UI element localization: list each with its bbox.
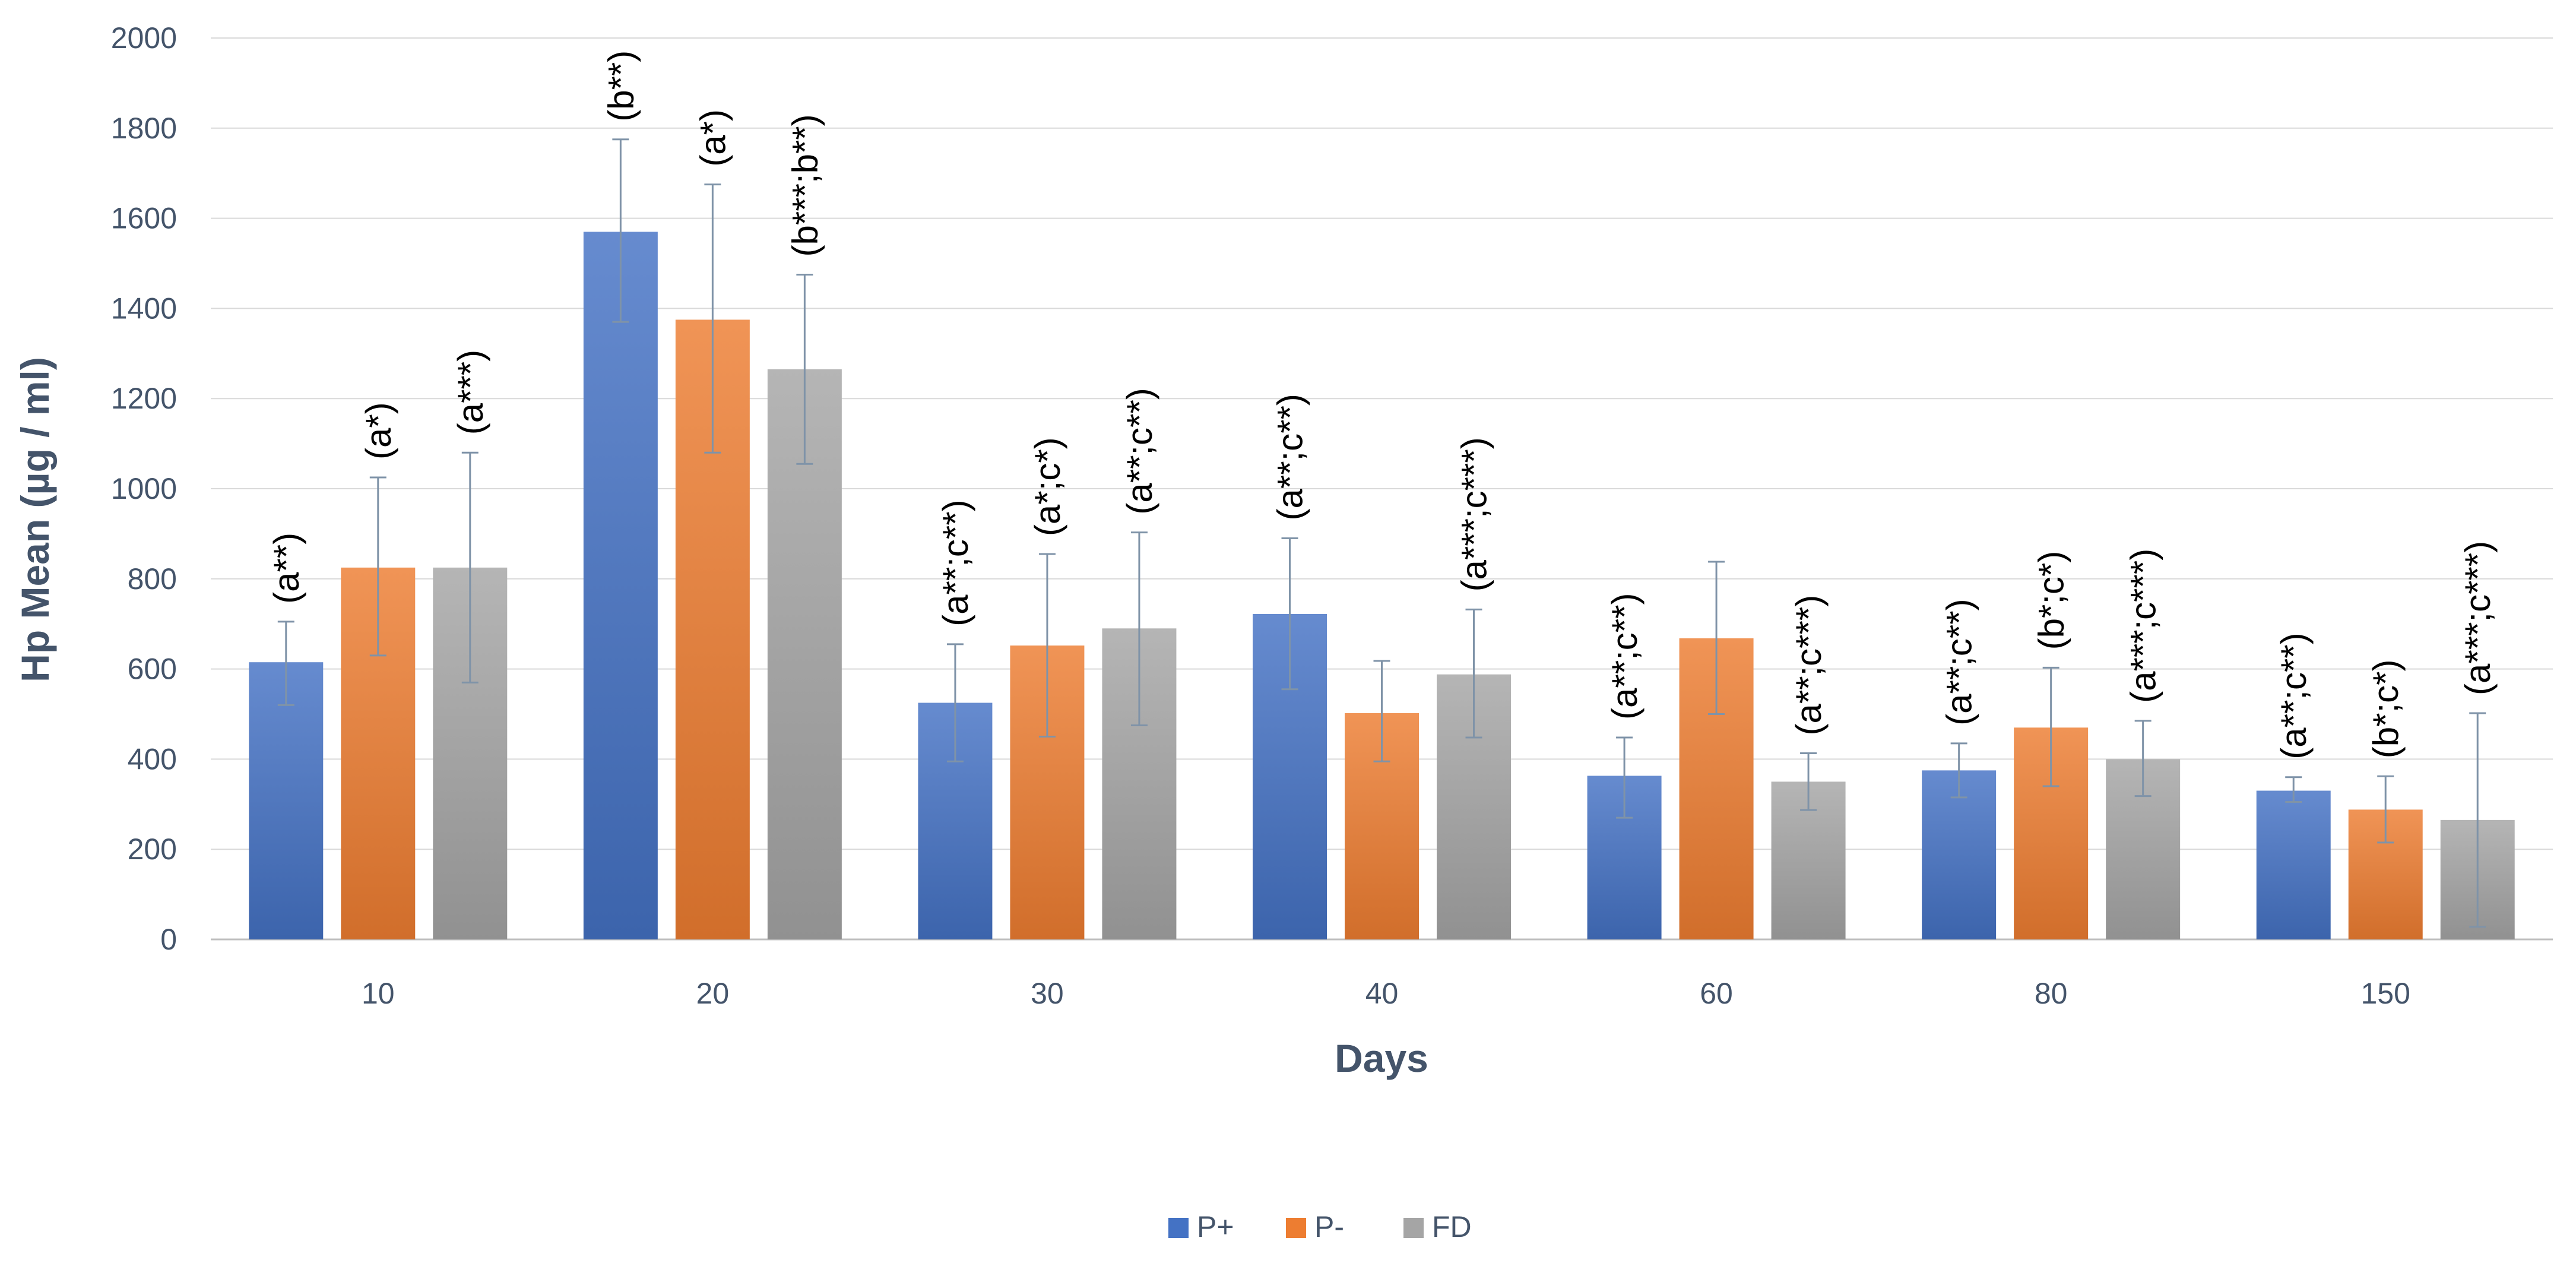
y-tick-label: 1800 [111,112,177,145]
y-tick-label: 600 [128,653,177,686]
error-bar-P--40 [1373,660,1390,762]
bars [249,232,2515,939]
legend-item-P-: P- [1286,1210,1344,1243]
legend-label: FD [1432,1210,1472,1243]
bar-P+-20 [583,232,658,939]
error-bar-P+-150 [2285,776,2302,803]
error-bar-FD-80 [2134,720,2152,797]
error-bar-P--20 [704,183,721,454]
annotation-FD-20: (b***;b**) [785,114,825,257]
x-axis-ticks: 10 20 30 40 60 80 150 [362,977,2410,1010]
legend-item-P+: P+ [1168,1210,1234,1243]
legend-label: P+ [1197,1210,1234,1243]
error-bar-FD-10 [461,451,479,683]
error-bar-FD-60 [1800,752,1817,811]
annotation-FD-80: (a***;c***) [2124,549,2163,703]
annotation-FD-150: (a***;c***) [2458,541,2498,695]
annotation-FD-60: (a**;c***) [1789,595,1829,736]
y-axis-title: Hp Mean (µg / ml) [13,357,57,682]
error-bar-FD-30 [1130,531,1148,726]
error-bar-P--150 [2377,775,2394,844]
error-bar-P--30 [1038,553,1056,738]
annotation-P--10: (a*) [359,402,398,460]
legend-swatch [1403,1218,1424,1238]
annotation-P+-150: (a**;c**) [2274,632,2314,759]
annotation-P+-10: (a**) [267,533,306,604]
y-tick-label: 200 [128,833,177,866]
annotation-P+-40: (a**;c**) [1270,394,1310,520]
legend-label: P- [1314,1210,1344,1243]
y-tick-label: 1400 [111,292,177,325]
bar-P+-150 [2256,790,2331,939]
error-bar-FD-40 [1465,608,1482,739]
error-bars [277,138,2486,928]
error-bar-P--10 [369,476,386,657]
legend: P+ P- FD [1168,1210,1472,1243]
y-axis-ticks: 0 200 400 600 800 1000 1200 1400 1600 1800 2000 [111,21,177,956]
legend-swatch [1168,1218,1189,1238]
annotation-P--30: (a*;c*) [1028,437,1067,536]
annotation-P+-30: (a**;c**) [936,499,975,626]
error-bar-FD-150 [2469,712,2486,928]
y-tick-label: 800 [128,562,177,596]
annotation-FD-10: (a***) [451,350,490,435]
annotation-FD-30: (a**;c**) [1120,388,1159,514]
annotation-P--20: (a*) [693,109,733,167]
annotation-P+-20: (b**) [601,50,641,122]
error-bar-P+-80 [1950,742,1967,799]
x-tick-label: 40 [1365,977,1399,1010]
annotation-P--150: (b*;c*) [2366,660,2406,759]
y-tick-label: 400 [128,742,177,776]
error-bar-P+-30 [946,643,964,762]
legend-swatch [1286,1218,1306,1238]
y-tick-label: 1200 [111,382,177,415]
error-bar-FD-20 [796,273,813,465]
annotation-P+-80: (a**;c**) [1940,599,1979,725]
x-tick-label: 150 [2360,977,2410,1010]
y-tick-label: 0 [160,923,177,956]
y-tick-label: 2000 [111,21,177,55]
significance-annotations: (a**) (a*) (a***) (b**) (a*) (b***;b**) (a**;c… [267,50,2498,759]
bar-P+-80 [1922,770,1997,939]
x-tick-label: 20 [696,977,730,1010]
x-tick-label: 10 [362,977,395,1010]
error-bar-P--60 [1708,561,1725,715]
legend-item-FD: FD [1403,1210,1472,1243]
x-tick-label: 30 [1031,977,1064,1010]
annotation-FD-40: (a***;c***) [1455,437,1494,591]
x-tick-label: 60 [1700,977,1733,1010]
error-bar-P+-40 [1281,537,1298,691]
error-bar-P+-10 [277,621,294,706]
x-tick-label: 80 [2035,977,2068,1010]
x-axis-title: Days [1335,1036,1428,1080]
annotation-P+-60: (a**;c**) [1605,593,1645,720]
bar-P+-10 [249,662,324,939]
error-bar-P--80 [2042,666,2059,787]
error-bar-P+-20 [612,138,629,323]
annotation-P--80: (b*;c*) [2032,551,2071,650]
error-bar-P+-60 [1616,736,1633,819]
y-tick-label: 1600 [111,202,177,235]
y-tick-label: 1000 [111,472,177,505]
